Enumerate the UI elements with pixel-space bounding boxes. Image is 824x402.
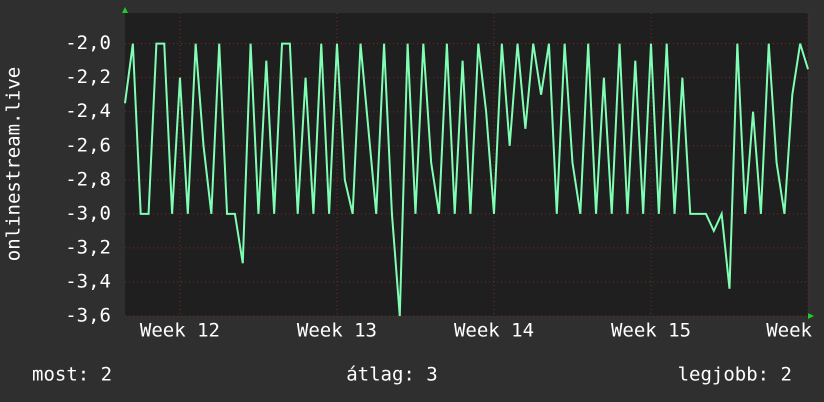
y-tick-label: -3,6 — [65, 305, 111, 327]
axis-arrow — [808, 313, 814, 319]
footer-stat: legjobb: 2 — [678, 364, 792, 386]
y-tick-label: -2,0 — [65, 32, 111, 54]
x-tick-label: Week 15 — [611, 320, 691, 342]
footer-stat: átlag: 3 — [346, 364, 438, 386]
y-tick-label: -2,6 — [65, 134, 111, 156]
axis-arrow — [122, 7, 128, 13]
y-axis-label: onlinestream.live — [3, 67, 25, 261]
y-tick-label: -2,4 — [65, 100, 111, 122]
plot-area — [125, 13, 808, 316]
x-tick-label: Week — [766, 320, 812, 342]
x-tick-label: Week 13 — [297, 320, 377, 342]
y-tick-label: -3,4 — [65, 270, 111, 292]
x-tick-label: Week 12 — [140, 320, 220, 342]
footer-stat: most: 2 — [32, 364, 112, 386]
y-tick-label: -2,8 — [65, 168, 111, 190]
y-tick-label: -3,0 — [65, 202, 111, 224]
y-tick-label: -2,2 — [65, 66, 111, 88]
x-tick-label: Week 14 — [454, 320, 534, 342]
y-tick-label: -3,2 — [65, 236, 111, 258]
data-line — [124, 42, 809, 317]
